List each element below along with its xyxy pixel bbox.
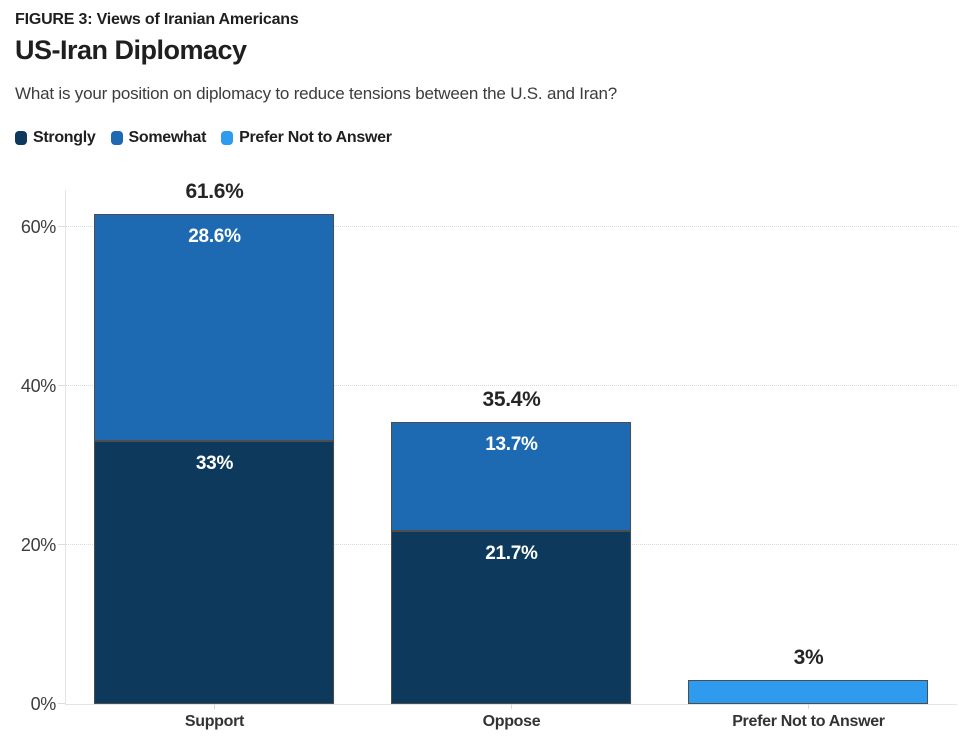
- category-band: 33% 28.6% 61.6% Support: [66, 180, 363, 730]
- y-axis-tick: [58, 703, 65, 704]
- x-axis-tick: [808, 704, 810, 709]
- segment-value-label: 33%: [195, 453, 234, 475]
- figure-label: FIGURE 3: Views of Iranian Americans: [15, 11, 299, 28]
- x-axis-label: Oppose: [482, 713, 541, 730]
- bar-total-label: 3%: [793, 646, 824, 670]
- stacked-bar: 21.7% 13.7%: [391, 190, 632, 704]
- legend-item: Prefer Not to Answer: [221, 129, 392, 147]
- x-axis-label: Prefer Not to Answer: [732, 713, 885, 730]
- legend-swatch-icon: [15, 131, 27, 145]
- legend-swatch-icon: [221, 131, 234, 145]
- category-band: 21.7% 13.7% 35.4% Oppose: [363, 190, 660, 730]
- plot-area: 0% 20% 40% 60% 33% 28.6% 61.6% Support 21.7% 13.7…: [21, 180, 957, 730]
- y-axis-label: 20%: [20, 534, 56, 555]
- bar-total-label: 35.4%: [482, 388, 541, 412]
- legend-swatch-icon: [110, 131, 123, 145]
- x-axis-tick: [511, 704, 513, 709]
- y-axis-label: 40%: [20, 375, 56, 396]
- segment-value-label: 28.6%: [188, 225, 241, 247]
- y-axis-tick: [58, 225, 65, 227]
- gridline: [66, 225, 957, 227]
- bar-segment: [688, 680, 929, 704]
- bar-segment: 21.7%: [391, 531, 632, 704]
- x-axis-label: Support: [184, 713, 245, 730]
- legend: Strongly Somewhat Prefer Not to Answer: [15, 129, 392, 147]
- legend-item: Somewhat: [110, 129, 207, 147]
- bar-total-label: 61.6%: [185, 179, 244, 203]
- y-axis-tick: [58, 543, 65, 545]
- y-axis-tick: [58, 384, 65, 386]
- stacked-bar: 33% 28.6%: [94, 190, 335, 704]
- legend-item-label: Prefer Not to Answer: [239, 129, 392, 146]
- y-axis-label: 60%: [20, 216, 56, 237]
- legend-item-label: Strongly: [33, 129, 96, 146]
- chart-subtitle: What is your position on diplomacy to re…: [15, 84, 618, 103]
- bar-segment: 28.6%: [94, 213, 335, 442]
- chart-title: US-Iran Diplomacy: [15, 35, 247, 65]
- bar-segment: 13.7%: [391, 422, 632, 532]
- y-axis-label: 0%: [30, 694, 57, 714]
- stacked-bar: [688, 190, 929, 704]
- x-axis-tick: [214, 704, 216, 709]
- legend-item: Strongly: [15, 129, 96, 147]
- bar-segment: 33%: [94, 441, 335, 704]
- category-band: 3% Prefer Not to Answer: [660, 190, 957, 730]
- segment-value-label: 13.7%: [485, 434, 538, 456]
- segment-value-label: 21.7%: [485, 543, 538, 565]
- legend-item-label: Somewhat: [128, 129, 207, 146]
- gridline: [66, 384, 957, 386]
